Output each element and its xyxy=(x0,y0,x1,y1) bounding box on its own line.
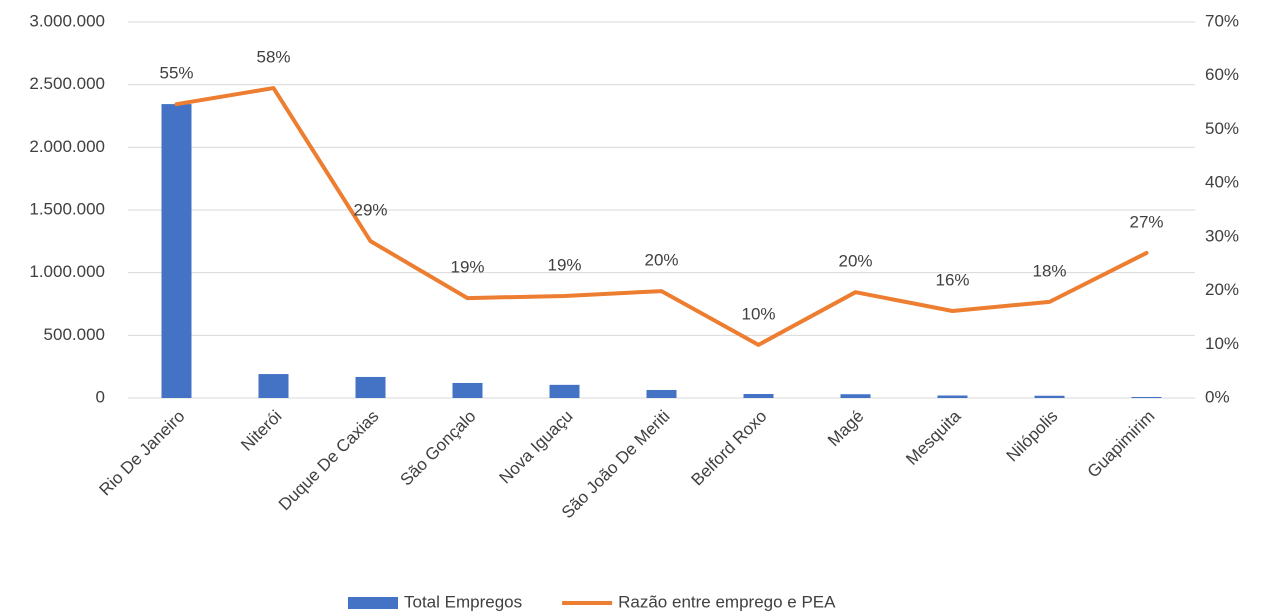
y-tick-label: 0 xyxy=(96,387,105,406)
data-label: 16% xyxy=(935,270,969,289)
x-tick-label: Duque De Caxias xyxy=(275,407,383,515)
y2-tick-label: 10% xyxy=(1205,334,1239,353)
bar xyxy=(355,376,386,398)
data-label: 19% xyxy=(547,255,581,274)
data-label: 18% xyxy=(1032,261,1066,280)
bar xyxy=(452,382,483,398)
y-tick-label: 2.500.000 xyxy=(29,74,105,93)
bar xyxy=(646,389,677,398)
x-tick-label: São Gonçalo xyxy=(397,407,480,490)
bar xyxy=(743,393,774,398)
data-label: 19% xyxy=(450,258,484,277)
data-label: 58% xyxy=(256,48,290,67)
y2-tick-label: 20% xyxy=(1205,280,1239,299)
bar xyxy=(1131,396,1162,398)
bar xyxy=(937,395,968,398)
legend-label: Total Empregos xyxy=(404,592,522,611)
y-tick-label: 1.500.000 xyxy=(29,199,105,218)
y2-tick-label: 60% xyxy=(1205,65,1239,84)
y-tick-label: 3.000.000 xyxy=(29,11,105,30)
bar xyxy=(840,394,871,398)
bar xyxy=(258,374,289,398)
y-tick-label: 500.000 xyxy=(44,325,105,344)
x-tick-label: Mesquita xyxy=(902,406,965,469)
x-tick-label: Niterói xyxy=(237,407,285,455)
x-tick-label: Nova Iguaçu xyxy=(496,407,577,488)
bar xyxy=(161,104,192,399)
y2-tick-label: 0% xyxy=(1205,387,1230,406)
data-label: 10% xyxy=(741,304,775,323)
x-tick-label: Guapimirim xyxy=(1084,407,1159,482)
y-tick-label: 1.000.000 xyxy=(29,262,105,281)
x-tick-label: São João De Meriti xyxy=(558,407,674,523)
data-label: 55% xyxy=(159,64,193,83)
data-label: 29% xyxy=(353,201,387,220)
bar xyxy=(1034,395,1065,398)
x-tick-label: Magé xyxy=(824,407,868,451)
data-label: 20% xyxy=(644,251,678,270)
bar xyxy=(549,384,580,398)
y2-tick-label: 50% xyxy=(1205,119,1239,138)
legend-swatch xyxy=(348,597,398,609)
line-series xyxy=(174,86,1149,347)
y2-tick-label: 40% xyxy=(1205,173,1239,192)
y2-tick-label: 30% xyxy=(1205,226,1239,245)
x-tick-label: Nilópolis xyxy=(1003,407,1062,466)
y-tick-label: 2.000.000 xyxy=(29,137,105,156)
legend-label: Razão entre emprego e PEA xyxy=(618,592,836,611)
data-label: 20% xyxy=(838,252,872,271)
y2-tick-label: 70% xyxy=(1205,11,1239,30)
data-label: 27% xyxy=(1129,212,1163,231)
x-tick-label: Belford Roxo xyxy=(688,407,771,490)
x-tick-label: Rio De Janeiro xyxy=(96,407,189,500)
